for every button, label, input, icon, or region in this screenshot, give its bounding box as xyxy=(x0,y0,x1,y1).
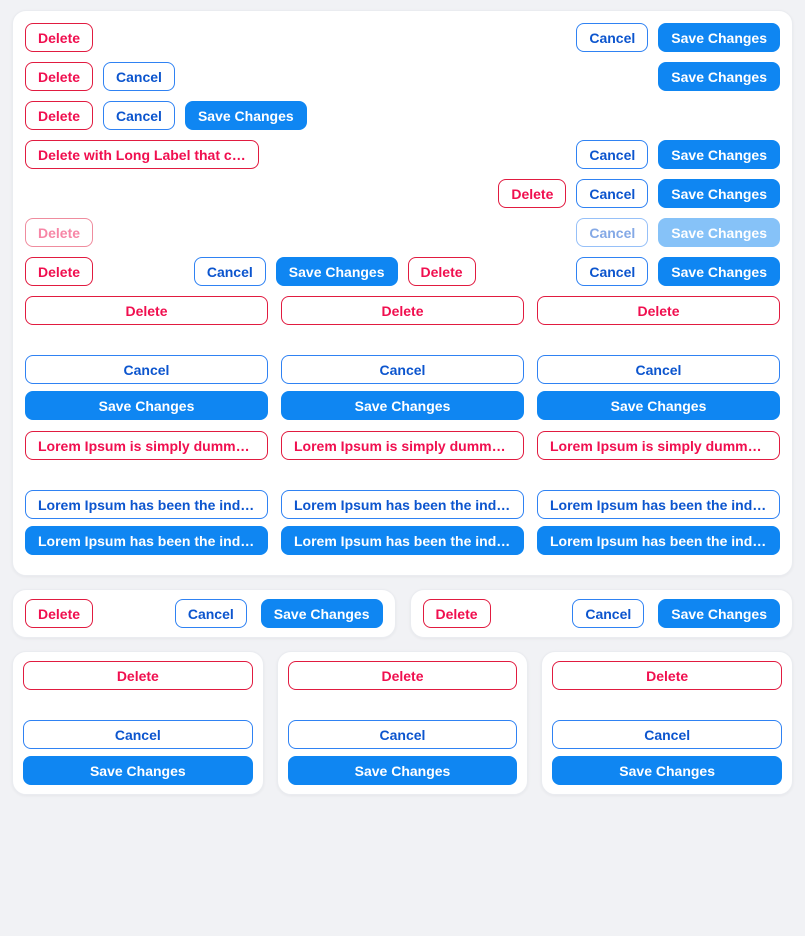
delete-long-label-button[interactable]: Delete with Long Label that ca… xyxy=(25,140,259,169)
button-row-split: Delete Cancel Save Changes xyxy=(25,62,780,91)
button-row-three-groups: Delete Cancel Save Changes Delete Cancel… xyxy=(25,257,780,286)
long-label-outline-button[interactable]: Lorem Ipsum has been the indus… xyxy=(25,490,268,519)
left-group: Delete Cancel Save Changes xyxy=(25,101,307,130)
action-bar-card: Delete Cancel Save Changes xyxy=(409,589,793,638)
button-stack-column: Delete Cancel Save Changes Lorem Ipsum i… xyxy=(281,296,524,555)
save-changes-button[interactable]: Save Changes xyxy=(552,756,782,785)
delete-button[interactable]: Delete xyxy=(281,296,524,325)
long-label-primary-button[interactable]: Lorem Ipsum has been the indus… xyxy=(25,526,268,555)
save-changes-button[interactable]: Save Changes xyxy=(658,23,780,52)
delete-button[interactable]: Delete xyxy=(25,62,94,91)
cancel-button[interactable]: Cancel xyxy=(576,140,649,169)
right-group: Save Changes xyxy=(658,62,780,91)
save-changes-button[interactable]: Save Changes xyxy=(275,257,398,286)
cancel-button[interactable]: Cancel xyxy=(576,179,649,208)
save-changes-button[interactable]: Save Changes xyxy=(25,391,268,420)
left-group: Delete xyxy=(25,218,94,247)
cancel-button[interactable]: Cancel xyxy=(552,720,782,749)
button-row-long-label: Delete with Long Label that ca… Cancel S… xyxy=(25,140,780,169)
delete-button-disabled: Delete xyxy=(25,218,94,247)
long-label-outline-button[interactable]: Lorem Ipsum has been the indus… xyxy=(537,490,780,519)
stacked-actions-card: Delete Cancel Save Changes xyxy=(276,651,529,795)
delete-button[interactable]: Delete xyxy=(422,599,491,628)
cancel-button[interactable]: Cancel xyxy=(576,23,649,52)
save-changes-button[interactable]: Save Changes xyxy=(658,179,780,208)
button-row-right: Delete Cancel Save Changes xyxy=(25,179,780,208)
stacked-cards-section: Delete Cancel Save Changes Delete Cancel… xyxy=(12,651,793,795)
delete-button[interactable]: Delete xyxy=(552,661,782,690)
center-group: Cancel Save Changes Delete xyxy=(193,257,476,286)
cancel-button[interactable]: Cancel xyxy=(23,720,253,749)
button-row-left: Delete Cancel Save Changes xyxy=(25,101,780,130)
cancel-button-disabled: Cancel xyxy=(576,218,649,247)
cancel-button[interactable]: Cancel xyxy=(25,355,268,384)
delete-button[interactable]: Delete xyxy=(287,661,518,690)
cancel-button[interactable]: Cancel xyxy=(576,257,649,286)
stacked-actions-card: Delete Cancel Save Changes xyxy=(541,651,793,795)
save-changes-button[interactable]: Save Changes xyxy=(658,140,780,169)
save-changes-button-disabled: Save Changes xyxy=(658,218,780,247)
right-group: Cancel Save Changes xyxy=(576,218,780,247)
right-group: Cancel Save Changes xyxy=(576,23,780,52)
cancel-button[interactable]: Cancel xyxy=(281,355,524,384)
save-changes-button[interactable]: Save Changes xyxy=(260,599,383,628)
action-bar-card: Delete Cancel Save Changes xyxy=(12,589,396,638)
delete-button[interactable]: Delete xyxy=(25,23,94,52)
button-row-split: Delete Cancel Save Changes xyxy=(25,23,780,52)
stacked-actions-card: Delete Cancel Save Changes xyxy=(12,651,264,795)
long-label-primary-button[interactable]: Lorem Ipsum has been the indus… xyxy=(537,526,780,555)
button-row-disabled: Delete Cancel Save Changes xyxy=(25,218,780,247)
delete-button[interactable]: Delete xyxy=(498,179,567,208)
long-label-danger-button[interactable]: Lorem Ipsum is simply dummy t… xyxy=(537,431,780,460)
cancel-button[interactable]: Cancel xyxy=(572,599,645,628)
delete-button[interactable]: Delete xyxy=(25,599,94,628)
action-bar-section: Delete Cancel Save Changes Delete Cancel… xyxy=(12,589,793,638)
left-group: Delete xyxy=(25,23,94,52)
right-group: Cancel Save Changes xyxy=(572,599,780,628)
delete-button[interactable]: Delete xyxy=(537,296,780,325)
long-label-danger-button[interactable]: Lorem Ipsum is simply dummy t… xyxy=(25,431,268,460)
delete-button[interactable]: Delete xyxy=(23,661,253,690)
button-stack-column: Delete Cancel Save Changes Lorem Ipsum i… xyxy=(537,296,780,555)
left-group: Delete xyxy=(25,257,94,286)
page: Delete Cancel Save Changes Delete Cancel… xyxy=(12,10,793,795)
buttons-demo-card: Delete Cancel Save Changes Delete Cancel… xyxy=(12,10,793,576)
cancel-button[interactable]: Cancel xyxy=(103,62,175,91)
cancel-button[interactable]: Cancel xyxy=(174,599,247,628)
save-changes-button[interactable]: Save Changes xyxy=(658,62,780,91)
cancel-button[interactable]: Cancel xyxy=(193,257,266,286)
right-group: Cancel Save Changes xyxy=(576,257,780,286)
button-stack-column: Delete Cancel Save Changes Lorem Ipsum i… xyxy=(25,296,268,555)
delete-button[interactable]: Delete xyxy=(25,257,94,286)
save-changes-button[interactable]: Save Changes xyxy=(658,599,780,628)
long-label-danger-button[interactable]: Lorem Ipsum is simply dummy t… xyxy=(281,431,524,460)
save-changes-button[interactable]: Save Changes xyxy=(23,756,253,785)
cancel-button[interactable]: Cancel xyxy=(537,355,780,384)
delete-button[interactable]: Delete xyxy=(407,257,476,286)
cancel-button[interactable]: Cancel xyxy=(287,720,518,749)
long-label-outline-button[interactable]: Lorem Ipsum has been the indus… xyxy=(281,490,524,519)
long-label-primary-button[interactable]: Lorem Ipsum has been the indus… xyxy=(281,526,524,555)
full-width-button-grid: Delete Cancel Save Changes Lorem Ipsum i… xyxy=(25,296,780,555)
delete-button[interactable]: Delete xyxy=(25,296,268,325)
right-group: Cancel Save Changes xyxy=(174,599,383,628)
cancel-button[interactable]: Cancel xyxy=(103,101,175,130)
right-group: Cancel Save Changes xyxy=(576,140,780,169)
save-changes-button[interactable]: Save Changes xyxy=(184,101,307,130)
save-changes-button[interactable]: Save Changes xyxy=(287,756,518,785)
save-changes-button[interactable]: Save Changes xyxy=(537,391,780,420)
left-group: Delete Cancel xyxy=(25,62,175,91)
save-changes-button[interactable]: Save Changes xyxy=(281,391,524,420)
delete-button[interactable]: Delete xyxy=(25,101,94,130)
right-group: Delete Cancel Save Changes xyxy=(498,179,780,208)
save-changes-button[interactable]: Save Changes xyxy=(658,257,780,286)
left-group: Delete with Long Label that ca… xyxy=(25,140,259,169)
